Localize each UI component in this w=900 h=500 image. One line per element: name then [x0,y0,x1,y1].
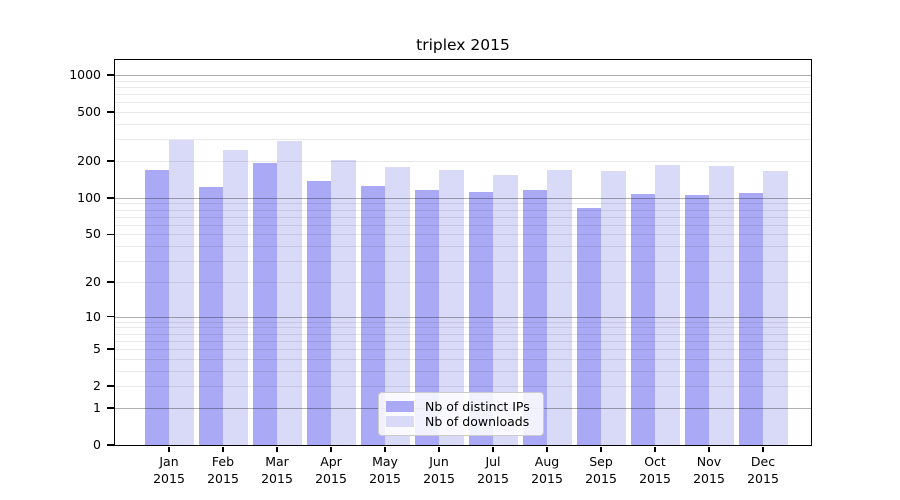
x-tick-label: Jan 2015 [153,454,185,486]
x-tick-mark [708,446,710,452]
gridline-minor [115,203,811,205]
gridline-minor [115,370,811,372]
x-tick-label: May 2015 [369,454,401,486]
y-tick-label: 50 [85,226,101,242]
gridline-minor [115,102,811,104]
y-tick-mark [106,233,114,236]
x-tick-label: Jul 2015 [477,454,509,486]
y-tick-mark [106,315,114,318]
gridline-minor [115,216,811,218]
x-tick-label: Jun 2015 [423,454,455,486]
y-tick-label: 500 [77,104,101,120]
bar-downloads [601,171,626,445]
legend-swatch-downloads-icon [386,416,414,427]
gridline-minor [115,161,811,163]
y-tick-mark [106,74,114,76]
x-tick-label: Aug 2015 [531,454,563,486]
x-tick-mark [222,446,224,452]
gridline-minor [115,86,811,88]
x-tick-label: Oct 2015 [639,454,671,486]
gridline-minor [115,321,811,323]
y-tick-label: 200 [77,153,101,169]
x-tick-mark [168,446,170,452]
bar-downloads [547,169,572,445]
x-tick-label: Mar 2015 [261,454,293,486]
y-tick-label: 1 [93,399,101,415]
y-tick-mark [106,160,114,162]
y-tick-label: 0 [93,437,101,452]
y-tick-mark [106,348,114,350]
bar-distinct-ips [144,170,169,445]
legend-swatch-distinct-ips-icon [386,401,414,412]
bar-distinct-ips [576,207,601,445]
legend-label-distinct-ips: Nb of distinct IPs [425,399,530,414]
gridline-minor [115,327,811,329]
y-tick-mark [106,407,114,409]
gridline-minor [115,281,811,283]
y-tick-label: 2 [93,378,101,394]
bar-downloads [277,140,302,445]
x-tick-label: Apr 2015 [315,454,347,486]
bar-downloads [709,166,734,445]
x-tick-mark [600,446,602,452]
y-tick-mark [106,444,114,446]
x-tick-mark [654,446,656,452]
x-tick-label: Nov 2015 [693,454,725,486]
gridline-major [115,75,811,77]
x-tick-mark [762,446,764,452]
gridline-minor [115,261,811,263]
gridline-minor [115,139,811,141]
bar-distinct-ips [306,180,331,445]
bar-downloads [763,170,788,445]
bar-downloads [655,164,680,445]
x-tick-mark [276,446,278,452]
gridline-minor [115,224,811,226]
legend-item-distinct-ips: Nb of distinct IPs [386,399,535,414]
bar-downloads [223,150,248,445]
gridline-minor [115,333,811,335]
bar-distinct-ips [684,194,709,445]
x-tick-label: Dec 2015 [747,454,779,486]
y-tick-label: 100 [77,189,101,205]
y-tick-mark [106,385,114,387]
y-tick-mark [106,281,114,283]
plot-area [115,60,811,445]
gridline-minor [115,349,811,351]
bar-distinct-ips [252,163,277,445]
bar-downloads [169,140,194,445]
x-tick-mark [546,446,548,452]
x-tick-mark [492,446,494,452]
y-tick-mark [106,197,114,199]
y-tick-label: 5 [93,341,101,357]
x-tick-mark [384,446,386,452]
x-tick-mark [330,446,332,452]
gridline-minor [115,94,811,96]
gridline-major [115,316,811,318]
gridline-major [115,197,811,199]
gridline-minor [115,124,811,126]
legend-label-downloads: Nb of downloads [425,414,530,429]
y-tick-label: 1000 [69,67,101,83]
gridline-minor [115,112,811,114]
bar-downloads [331,159,356,445]
gridline-minor [115,340,811,342]
y-tick-mark [106,111,114,113]
bar-distinct-ips [630,193,655,445]
legend: Nb of distinct IPs Nb of downloads [378,392,544,436]
legend-item-downloads: Nb of downloads [386,414,535,429]
gridline-minor [115,358,811,360]
x-tick-mark [438,446,440,452]
gridline-minor [115,246,811,248]
gridline-minor [115,80,811,82]
gridline-minor [115,209,811,211]
x-tick-label: Feb 2015 [207,454,239,486]
gridline-minor [115,386,811,388]
chart-title: triplex 2015 [416,36,510,54]
gridline-minor [115,234,811,236]
x-tick-label: Sep 2015 [585,454,617,486]
y-tick-label: 10 [85,308,101,324]
y-tick-label: 20 [85,273,101,289]
bar-distinct-ips [198,187,223,445]
